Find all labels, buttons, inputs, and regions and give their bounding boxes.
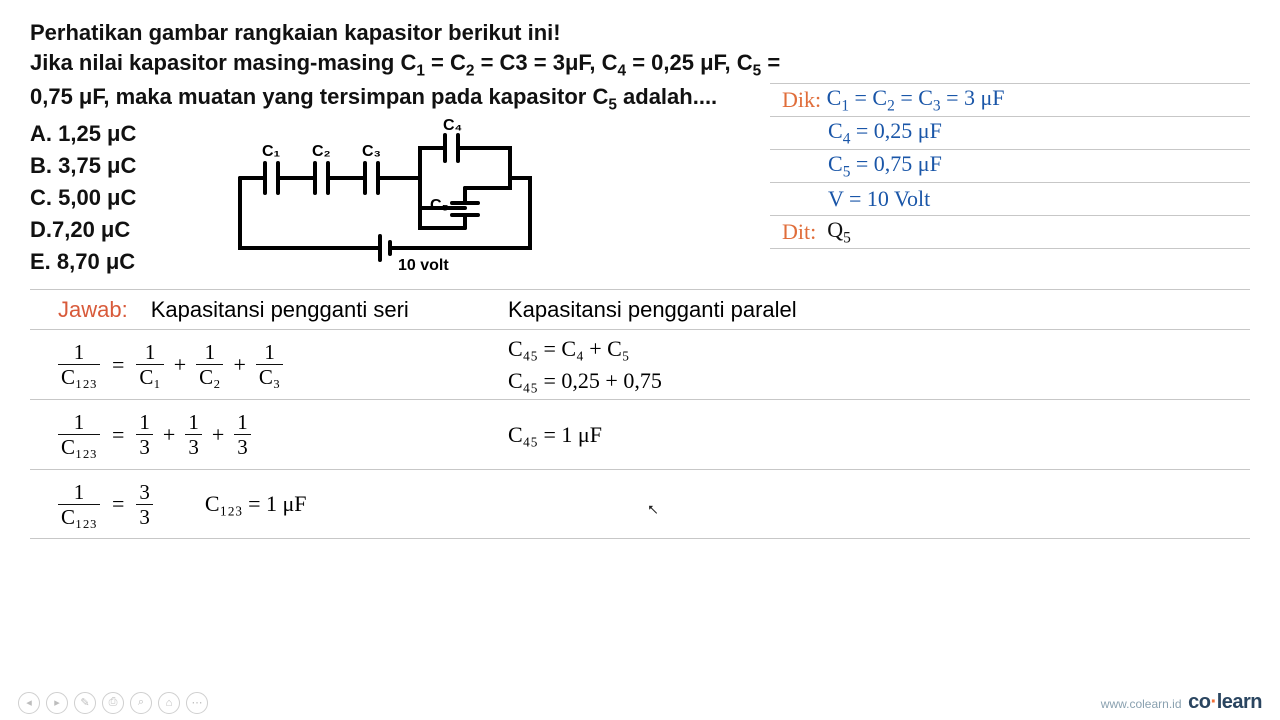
svg-text:10 volt: 10 volt (398, 257, 449, 274)
question-line-3: 0,75 μF, maka muatan yang tersimpan pada… (30, 82, 770, 116)
answer-options: A. 1,25 μC B. 3,75 μC C. 5,00 μC D.7,20 … (30, 118, 180, 277)
more-icon[interactable]: ⋯ (186, 692, 208, 714)
parallel-eq-1: C₄₅ = C₄ + C₅ (508, 336, 630, 362)
dik-label: Dik: (782, 87, 821, 113)
svg-text:C₁: C₁ (262, 143, 281, 160)
edit-icon[interactable]: ✎ (74, 692, 96, 714)
circuit-figure: C₁ C₂ C₃ C₄ C₅ 10 volt (220, 118, 560, 283)
search-icon[interactable]: ⌕ (130, 692, 152, 714)
dik-line-2: C4 = 0,25 μF (828, 118, 942, 148)
dik-line-4: V = 10 Volt (828, 186, 930, 212)
svg-text:C₅: C₅ (430, 197, 449, 214)
dit-value: Q5 (827, 217, 851, 247)
parallel-eq-3: C₄₅ = 1 μF (508, 422, 602, 448)
question-line-1: Perhatikan gambar rangkaian kapasitor be… (30, 18, 1250, 48)
footer: ◂ ▸ ✎ ⎙ ⌕ ⌂ ⋯ www.colearn.id co·learn (0, 691, 1280, 714)
dik-line-3: C5 = 0,75 μF (828, 151, 942, 181)
brand: www.colearn.id co·learn (1101, 691, 1262, 714)
series-title: Kapasitansi pengganti seri (151, 297, 409, 323)
parallel-eq-2: C₄₅ = 0,25 + 0,75 (508, 368, 662, 394)
dik-line-1: C1 = C2 = C3 = 3 μF (827, 85, 1005, 115)
series-eq-3: 1C₁₂₃ = 33 C₁₂₃ = 1 μF (58, 481, 508, 528)
next-icon[interactable]: ▸ (46, 692, 68, 714)
answer-b: B. 3,75 μC (30, 150, 180, 182)
print-icon[interactable]: ⎙ (102, 692, 124, 714)
answer-d: D.7,20 μC (30, 214, 180, 246)
question-line-2: Jika nilai kapasitor masing-masing C1 = … (30, 48, 1250, 82)
dik-panel: Dik: C1 = C2 = C3 = 3 μF C4 = 0,25 μF C5… (770, 84, 1250, 283)
mouse-cursor-icon: ⭦ (648, 502, 658, 519)
home-icon[interactable]: ⌂ (158, 692, 180, 714)
solution-panel: Jawab: Kapasitansi pengganti seri Kapasi… (30, 289, 1250, 539)
dit-label: Dit: (782, 219, 816, 245)
series-eq-2: 1C₁₂₃ = 13 + 13 + 13 (58, 411, 508, 458)
svg-text:C₂: C₂ (312, 143, 331, 160)
prev-icon[interactable]: ◂ (18, 692, 40, 714)
svg-text:C₃: C₃ (362, 143, 381, 160)
jawab-label: Jawab: (58, 297, 128, 323)
answer-e: E. 8,70 μC (30, 246, 180, 278)
series-eq-1: 1C₁₂₃ = 1C₁ + 1C₂ + 1C₃ (58, 341, 508, 388)
parallel-title: Kapasitansi pengganti paralel (508, 297, 797, 323)
footer-toolbar: ◂ ▸ ✎ ⎙ ⌕ ⌂ ⋯ (18, 692, 208, 714)
answer-c: C. 5,00 μC (30, 182, 180, 214)
svg-text:C₄: C₄ (443, 118, 462, 134)
answer-a: A. 1,25 μC (30, 118, 180, 150)
